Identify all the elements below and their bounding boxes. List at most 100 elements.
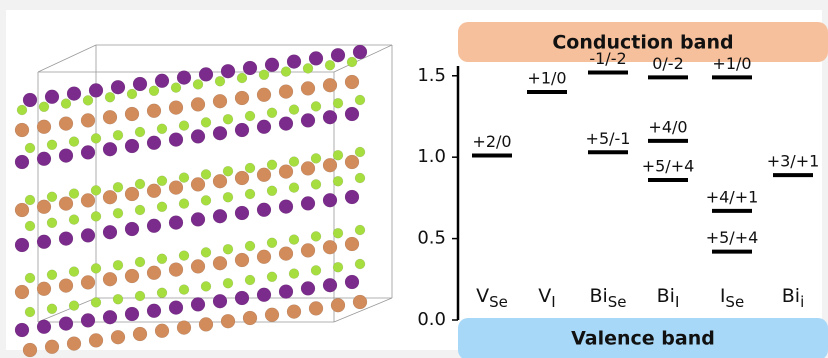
atom bbox=[147, 219, 161, 233]
atom bbox=[81, 275, 95, 289]
atom bbox=[333, 228, 343, 238]
atom bbox=[111, 80, 125, 94]
atom bbox=[103, 110, 117, 124]
atom bbox=[223, 192, 233, 202]
atom bbox=[69, 301, 79, 311]
atom bbox=[169, 216, 183, 230]
atom bbox=[191, 212, 205, 226]
atom bbox=[265, 58, 279, 72]
atom bbox=[223, 244, 233, 254]
atom bbox=[245, 111, 255, 121]
atom bbox=[289, 157, 299, 167]
atom bbox=[213, 256, 227, 270]
atom bbox=[155, 324, 169, 338]
level-label: +2/0 bbox=[472, 132, 511, 151]
atom bbox=[353, 295, 367, 309]
atom bbox=[309, 301, 323, 315]
atom bbox=[333, 98, 343, 108]
atom bbox=[353, 45, 367, 59]
y-tick-label: 0.5 bbox=[417, 228, 446, 249]
atom bbox=[147, 104, 161, 118]
atom bbox=[81, 193, 95, 207]
category-symbol: V bbox=[538, 285, 551, 307]
atom bbox=[311, 265, 321, 275]
atom bbox=[213, 174, 227, 188]
atom bbox=[127, 89, 137, 99]
atom bbox=[213, 94, 227, 108]
atom bbox=[103, 190, 117, 204]
atom bbox=[133, 77, 147, 91]
atom bbox=[279, 85, 293, 99]
atom bbox=[279, 117, 293, 131]
atom bbox=[333, 176, 343, 186]
y-tick-label: 0.0 bbox=[417, 309, 446, 330]
atom bbox=[23, 343, 37, 357]
atom bbox=[235, 253, 249, 267]
atom bbox=[45, 340, 59, 354]
atom bbox=[81, 313, 95, 327]
atom bbox=[257, 250, 271, 264]
category-subscript: Se bbox=[489, 293, 508, 311]
atom bbox=[201, 195, 211, 205]
atom bbox=[47, 304, 57, 314]
atom bbox=[171, 83, 181, 93]
atom bbox=[345, 237, 359, 251]
atom bbox=[135, 205, 145, 215]
atom bbox=[281, 67, 291, 77]
atom bbox=[201, 169, 211, 179]
atom bbox=[81, 113, 95, 127]
atom bbox=[133, 327, 147, 341]
atom bbox=[25, 307, 35, 317]
atom bbox=[169, 101, 183, 115]
atom bbox=[135, 127, 145, 137]
atom bbox=[345, 75, 359, 89]
atom bbox=[191, 129, 205, 143]
atom bbox=[235, 291, 249, 305]
atom bbox=[59, 149, 73, 163]
atom bbox=[311, 179, 321, 189]
atom bbox=[59, 279, 73, 293]
atom bbox=[179, 285, 189, 295]
atom bbox=[91, 263, 101, 273]
atom bbox=[125, 187, 139, 201]
atom bbox=[91, 133, 101, 143]
atom bbox=[147, 136, 161, 150]
atom bbox=[223, 166, 233, 176]
atom bbox=[301, 161, 315, 175]
atom bbox=[345, 107, 359, 121]
level-label: +1/0 bbox=[712, 54, 751, 73]
atom bbox=[37, 320, 51, 334]
atom bbox=[355, 147, 365, 157]
atom bbox=[25, 273, 35, 283]
atom bbox=[301, 81, 315, 95]
atom bbox=[69, 189, 79, 199]
atom bbox=[267, 238, 277, 248]
atom bbox=[331, 298, 345, 312]
atom bbox=[325, 60, 335, 70]
category-subscript: i bbox=[800, 293, 804, 311]
atom bbox=[323, 193, 337, 207]
conduction-band-label: Conduction band bbox=[552, 32, 733, 54]
atom bbox=[125, 269, 139, 283]
atom bbox=[245, 275, 255, 285]
page: Conduction band Valence band 0.00.51.01.… bbox=[0, 0, 828, 358]
atom bbox=[59, 232, 73, 246]
level-label: +1/0 bbox=[527, 69, 566, 88]
atom bbox=[113, 294, 123, 304]
atom bbox=[191, 259, 205, 273]
atom bbox=[15, 155, 29, 169]
atom bbox=[191, 177, 205, 191]
atom bbox=[257, 203, 271, 217]
atom bbox=[111, 330, 125, 344]
atom bbox=[289, 235, 299, 245]
atom bbox=[105, 92, 115, 102]
atom bbox=[235, 206, 249, 220]
atom bbox=[235, 91, 249, 105]
atom bbox=[37, 282, 51, 296]
level-label: +5/+4 bbox=[642, 156, 695, 175]
atom bbox=[237, 73, 247, 83]
atom bbox=[347, 57, 357, 67]
atom bbox=[301, 243, 315, 257]
atom bbox=[157, 202, 167, 212]
atom bbox=[333, 150, 343, 160]
